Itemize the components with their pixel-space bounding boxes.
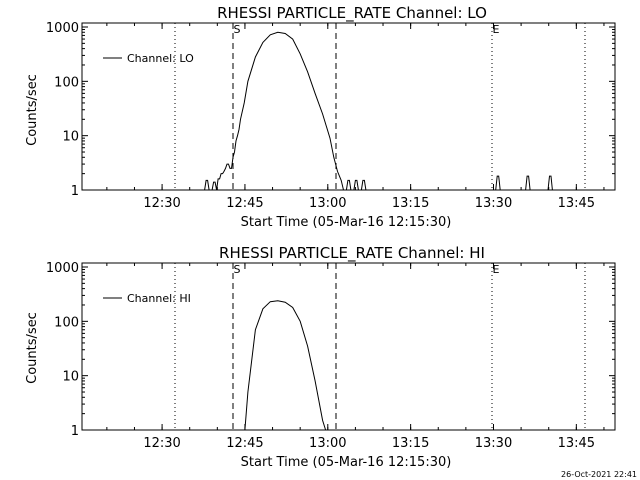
- legend: Channel: LO: [103, 52, 194, 65]
- y-tick-label: 1000: [46, 21, 79, 36]
- plot-area: 12:30 12:45 13:00 13:15 13:30 13:45 1 10 100 1000…: [46, 261, 616, 451]
- x-tick-label: 13:45: [558, 436, 595, 451]
- y-tick-label: 100: [54, 315, 79, 330]
- footer-timestamp: 26-Oct-2021 22:41: [561, 470, 637, 479]
- chart-title: RHESSI PARTICLE_RATE Channel: HI: [219, 244, 485, 263]
- legend-label: Channel: HI: [127, 292, 191, 305]
- x-tick-label: 13:00: [309, 436, 346, 451]
- x-tick-label: 13:15: [392, 436, 429, 451]
- series-line: [204, 31, 553, 191]
- event-marker-label: E: [493, 263, 500, 276]
- x-tick-label: 13:30: [475, 196, 512, 211]
- panel-lo: RHESSI PARTICLE_RATE Channel: LO Counts/…: [25, 4, 616, 230]
- legend-label: Channel: LO: [127, 52, 194, 65]
- x-axis-label: Start Time (05-Mar-16 12:15:30): [241, 455, 452, 470]
- y-tick-label: 1: [71, 184, 79, 199]
- x-tick-label: 13:00: [309, 196, 346, 211]
- plot-frame: [81, 22, 616, 191]
- legend: Channel: HI: [103, 292, 191, 305]
- y-tick-label: 100: [54, 75, 79, 90]
- x-tick-label: 12:45: [226, 436, 263, 451]
- x-tick-label: 12:30: [143, 436, 180, 451]
- y-tick-label: 1000: [46, 261, 79, 276]
- y-axis-label: Counts/sec: [25, 74, 40, 146]
- series-line: [244, 300, 327, 431]
- x-tick-label: 13:45: [558, 196, 595, 211]
- y-tick-label: 10: [62, 130, 79, 145]
- event-marker-label: S: [234, 263, 241, 276]
- x-tick-label: 12:45: [226, 196, 263, 211]
- x-tick-label: 13:30: [475, 436, 512, 451]
- chart-title: RHESSI PARTICLE_RATE Channel: LO: [217, 4, 487, 23]
- plot-area: 12:30 12:45 13:00 13:15 13:30 13:45 1 10 100 1000…: [46, 21, 616, 211]
- plot-frame: [81, 262, 616, 431]
- x-tick-label: 13:15: [392, 196, 429, 211]
- y-tick-label: 10: [62, 370, 79, 385]
- y-axis-label: Counts/sec: [25, 312, 40, 384]
- x-axis-label: Start Time (05-Mar-16 12:15:30): [241, 215, 452, 230]
- event-marker-label: S: [234, 23, 241, 36]
- y-tick-label: 1: [71, 424, 79, 439]
- x-tick-label: 12:30: [143, 196, 180, 211]
- panel-hi: RHESSI PARTICLE_RATE Channel: HI Counts/…: [25, 244, 616, 470]
- event-marker-label: E: [493, 23, 500, 36]
